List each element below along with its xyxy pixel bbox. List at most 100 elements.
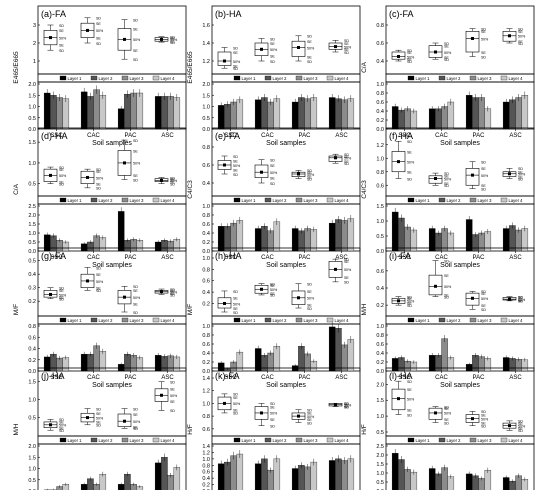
box-mean-marker [397,160,400,164]
bar-tick-label: 1.0 [202,457,210,463]
box-annotation-label: SD [518,42,523,46]
bar-pac-layer2 [124,353,131,372]
bar-area-frame [211,81,361,130]
box-annotation-label: SD [59,297,64,301]
legend-swatch [121,197,129,203]
legend-label: Layer 3 [478,438,493,443]
box-annotation-label: SE [233,396,238,400]
bar-tick-label: 0.5 [202,116,210,122]
legend-swatch [264,437,272,443]
x-tick-label: CAC [87,255,100,261]
box-annotation-label: SE [307,55,312,59]
bar-tick-label: 1.4 [202,444,210,450]
bar-asc-layer3 [515,97,522,130]
legend-swatch [469,197,477,203]
bar-pac-layer2 [124,93,131,130]
legend-label: Layer 4 [335,198,350,203]
legend-label: Layer 3 [478,318,493,323]
box-annotation-label: SD [170,36,175,40]
box-mean-marker [86,175,89,179]
panel-label: (k)-FA [215,371,240,381]
bar-tick-label: 0.6 [202,342,210,348]
box-mean-marker [160,393,163,397]
box-annotation-label: SD [59,287,64,291]
box-annotation-label: SD [133,58,138,62]
box-tick-label: 0.6 [376,183,384,189]
box-annotation-label: SE [344,405,349,409]
box-annotation-label: SD [170,380,175,384]
legend-label: Layer 3 [130,438,145,443]
box-annotation-label: 50% [518,35,526,39]
box-annotation-label: SD [96,168,101,172]
box-mean-marker [160,290,163,294]
box-annotation-label: SD [96,42,101,46]
box-annotation-label: SD [233,412,238,416]
box-mean-marker [260,287,263,291]
legend-swatch [469,317,477,323]
box-tick-label: 0.5 [28,182,36,188]
bar-ssc-layer2 [224,461,231,490]
box-annotation-label: SE [170,289,175,293]
box-annotation-label: 50% [59,293,67,297]
bar-area-frame [385,81,535,130]
box-tick-label: 0.8 [202,145,210,151]
legend-label: Layer 1 [68,438,83,443]
bar-tick-label: 0.4 [376,351,384,357]
box-annotation-label: SD [407,380,412,384]
bar-ssc-layer2 [398,217,405,252]
box-annotation-label: SE [481,413,486,417]
x-axis-label: Soil samples [440,262,480,269]
box-annotation-label: SE [444,45,449,49]
bar-asc-layer4 [347,339,355,372]
box-annotation-label: SD [270,294,275,298]
bar-ssc-layer2 [50,353,57,372]
bar-cac-layer4 [99,95,107,130]
box-annotation-label: SD [407,140,412,144]
box-annotation-label: SE [133,174,138,178]
legend-swatch [469,437,477,443]
box-annotation-label: 50% [444,177,452,181]
legend-swatch [264,75,272,81]
box-annotation-label: SD [481,187,486,191]
box-annotation-label: SE [133,149,138,153]
box-annotation-label: 50% [307,415,315,419]
box-annotation-label: SE [96,287,101,291]
box-annotation-label: SD [133,139,138,143]
box-annotation-label: SE [344,48,349,52]
bar-ssc-layer1 [391,211,399,252]
bar-tick-label: 1.5 [376,204,384,210]
box-annotation-label: SD [133,407,138,411]
box-annotation-label: SE [444,407,449,411]
box-annotation-label: SE [96,412,101,416]
box-annotation-label: SE [518,30,523,34]
bar-ssc-layer4 [410,110,418,130]
box-annotation-label: SE [444,56,449,60]
x-tick-label: CAC [435,375,448,381]
box-annotation-label: SE [518,299,523,303]
bar-pac-layer3 [478,356,485,372]
box-annotation-label: SD [407,295,412,299]
box-annotation-label: SE [481,30,486,34]
panel-label: (i)-FA [389,251,411,261]
legend-label: Layer 1 [242,318,257,323]
box-annotation-label: SE [59,29,64,33]
box-tick-label: 1.0 [28,398,36,404]
bar-tick-label: 0.5 [376,234,384,240]
box-annotation-label: SD [444,405,449,409]
bar-asc-layer3 [341,344,348,372]
x-tick-label: CAC [87,375,100,381]
legend-swatch [407,317,415,323]
box-annotation-label: 50% [170,179,178,183]
bar-tick-label: 0.5 [28,478,36,484]
bar-tick-label: 0.0 [376,369,384,375]
bar-pac-layer3 [478,97,485,130]
legend-swatch [59,197,67,203]
box-mean-marker [334,403,337,407]
box-annotation-label: 50% [133,38,141,42]
y-axis-label: E465/E665 [187,51,194,84]
box-tick-label: 0.5 [28,416,36,422]
box-annotation-label: SE [59,44,64,48]
panel-l: (l)-HA0.51.01.52.0SDSE50%SESDSDSE50%SESD… [361,367,535,490]
x-tick-label: PAC [125,255,138,261]
box-annotation-label: SE [444,418,449,422]
